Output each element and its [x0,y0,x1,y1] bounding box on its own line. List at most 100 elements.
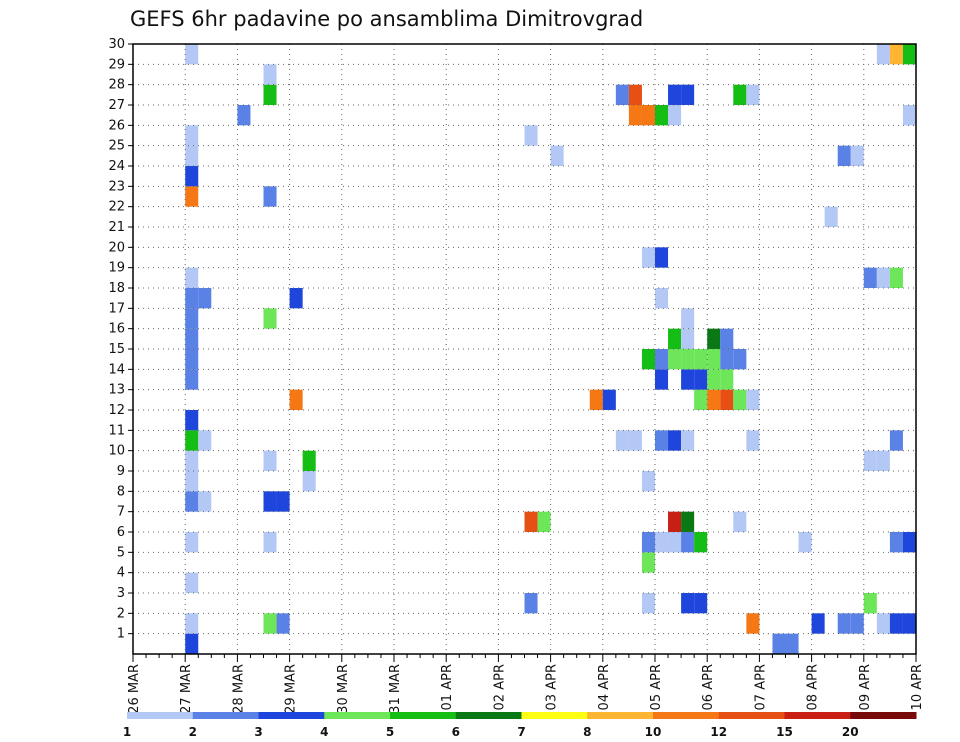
legend-swatch [258,712,325,719]
heatmap-cell [628,84,642,105]
heatmap-cell [720,389,734,410]
y-tick-label: 8 [117,484,125,499]
color-legend: 1 2 3 4 5 6 7 8 10 12 15 20 [123,712,917,739]
legend-swatch [521,712,588,719]
x-tick-label: 30 MAR [336,664,351,714]
x-tick-label: 04 APR [597,664,612,710]
heatmap-cell [863,267,877,288]
heatmap-cell [185,532,199,553]
legend-label: 6 [452,725,460,739]
y-tick-label: 12 [108,403,125,418]
y-tick-label: 23 [108,179,125,194]
y-tick-label: 27 [108,98,125,113]
heatmap-cell [876,44,890,65]
heatmap-cell [668,105,682,126]
legend-swatch [718,712,785,719]
x-tick-label: 01 APR [440,664,455,710]
heatmap-cell [524,593,538,614]
y-tick-label: 24 [108,159,125,174]
y-tick-label: 1 [117,627,125,642]
heatmap-cell [863,450,877,471]
heatmap-cell [746,389,760,410]
heatmap-cell [733,389,747,410]
y-tick-label: 14 [108,362,125,377]
heatmap-cell [902,532,916,553]
heatmap-cell [641,593,655,614]
heatmap-cell [524,511,538,532]
legend-label: 15 [776,725,793,739]
heatmap-cell [850,613,864,634]
heatmap-cell [185,145,199,166]
y-tick-label: 30 [108,37,125,52]
heatmap-cell [668,532,682,553]
heatmap-cell [185,633,199,654]
heatmap-cell [889,532,903,553]
heatmap-cell [746,430,760,451]
y-tick-label: 4 [117,566,125,581]
heatmap-cell [263,64,277,85]
heatmap-cell [694,369,708,390]
y-tick-label: 17 [108,301,125,316]
legend-swatch [784,712,851,719]
y-tick-label: 29 [108,57,125,72]
heatmap-cell [876,613,890,634]
heatmap-cell [263,84,277,105]
heatmap-cell [902,613,916,634]
heatmap-cell [237,105,251,126]
y-tick-label: 10 [108,444,125,459]
y-tick-label: 13 [108,383,125,398]
heatmap-cell [798,532,812,553]
legend-swatch [587,712,654,719]
legend-label: 12 [710,725,727,739]
heatmap-cell [902,44,916,65]
heatmap-cell [263,532,277,553]
heatmap-cell [707,328,721,349]
heatmap-cell [198,430,212,451]
heatmap-cell [668,84,682,105]
heatmap-cell [641,247,655,268]
y-tick-label: 6 [117,525,125,540]
heatmap-cell [837,145,851,166]
x-tick-label: 09 APR [858,664,873,710]
heatmap-cell [655,532,669,553]
heatmap-cell [185,491,199,512]
heatmap-cell [720,349,734,370]
heatmap-cell [263,613,277,634]
y-tick-label: 2 [117,606,125,621]
heatmap-cell [655,247,669,268]
heatmap-cell [655,105,669,126]
heatmap-cell [733,84,747,105]
heatmap-cell [707,369,721,390]
heatmap-cell [289,389,303,410]
heatmap-cell [641,552,655,573]
y-tick-label: 18 [108,281,125,296]
heatmap-cell [185,349,199,370]
x-tick-label: 06 APR [701,664,716,710]
heatmap-cell [746,613,760,634]
heatmap-cell [615,84,629,105]
heatmap-cell [668,511,682,532]
heatmap-cell [876,267,890,288]
legend-label: 5 [386,725,394,739]
heatmap-cell [185,450,199,471]
heatmap-cell [185,267,199,288]
y-tick-label: 26 [108,118,125,133]
legend-swatch [653,712,720,719]
legend-swatch [850,712,917,719]
heatmap-cell [694,532,708,553]
heatmap-cell [185,44,199,65]
heatmap-cell [550,145,564,166]
y-axis: 1234567891011121314151617181920212223242… [108,37,133,642]
y-tick-label: 19 [108,261,125,276]
heatmap-cell [276,613,290,634]
heatmap-cell [263,308,277,329]
heatmap-cell [602,389,616,410]
heatmap-cell [720,328,734,349]
heatmap-cell [263,450,277,471]
legend-swatch [455,712,522,719]
heatmap-cell [185,613,199,634]
legend-label: 7 [517,725,525,739]
heatmap-cell [641,105,655,126]
heatmap-cell [589,389,603,410]
heatmap-cell [641,349,655,370]
